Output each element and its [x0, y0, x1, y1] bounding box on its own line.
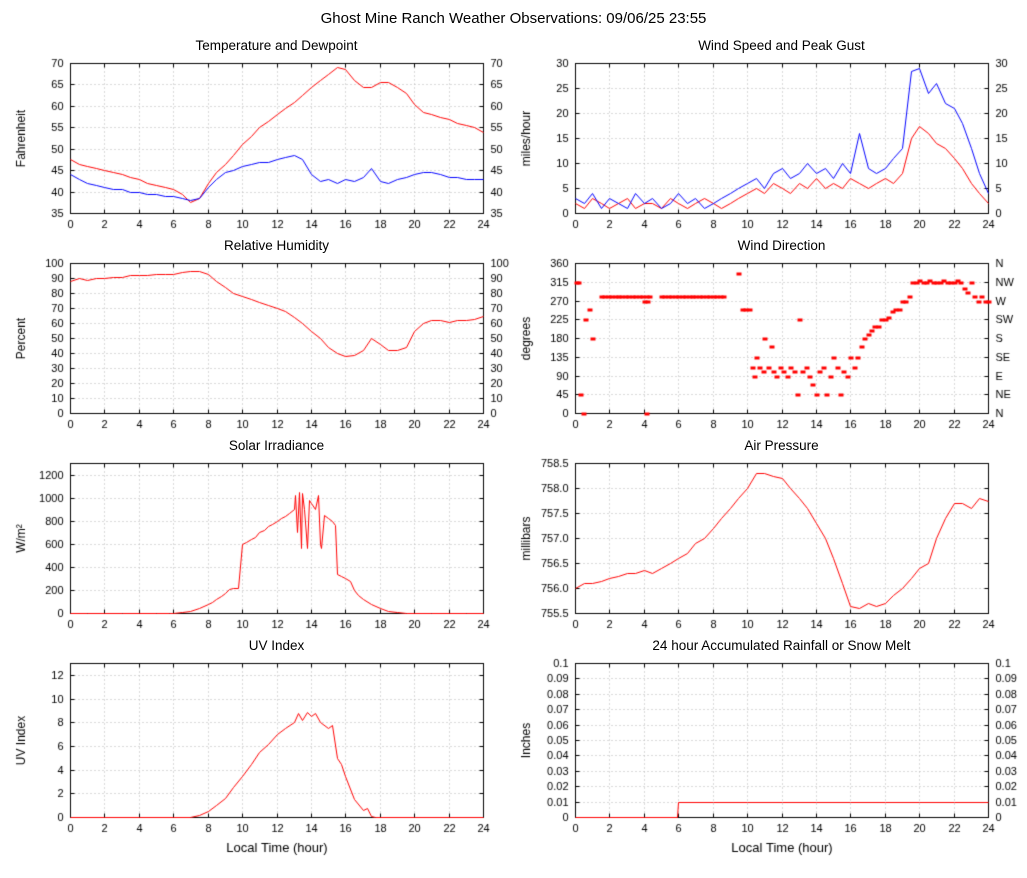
temperature-dewpoint-plot — [8, 57, 513, 235]
chart-solar-irradiance: Solar Irradiance — [8, 435, 513, 635]
chart-title-temperature-dewpoint: Temperature and Dewpoint — [195, 38, 358, 53]
air-pressure-plot — [513, 457, 1018, 635]
chart-title-wind-direction: Wind Direction — [737, 238, 826, 253]
chart-title-relative-humidity: Relative Humidity — [223, 238, 330, 253]
wind-direction-plot — [513, 257, 1018, 435]
chart-title-rainfall: 24 hour Accumulated Rainfall or Snow Mel… — [652, 638, 911, 653]
chart-air-pressure: Air Pressure — [513, 435, 1018, 635]
chart-wind-direction: Wind Direction — [513, 235, 1018, 435]
uv-index-plot — [8, 657, 513, 859]
chart-temperature-dewpoint: Temperature and Dewpoint — [8, 35, 513, 235]
chart-title-solar-irradiance: Solar Irradiance — [228, 438, 325, 453]
chart-title-wind-speed-gust: Wind Speed and Peak Gust — [698, 38, 865, 53]
solar-irradiance-plot — [8, 457, 513, 635]
rainfall-plot — [513, 657, 1018, 859]
chart-title-air-pressure: Air Pressure — [744, 438, 819, 453]
chart-relative-humidity: Relative Humidity — [8, 235, 513, 435]
page-title: Ghost Mine Ranch Weather Observations: 0… — [320, 10, 707, 27]
chart-rainfall: 24 hour Accumulated Rainfall or Snow Mel… — [513, 635, 1018, 859]
chart-uv-index: UV Index — [8, 635, 513, 859]
chart-title-uv-index: UV Index — [248, 638, 305, 653]
chart-wind-speed-gust: Wind Speed and Peak Gust — [513, 35, 1018, 235]
charts-grid: Temperature and Dewpoint Wind Speed and … — [8, 35, 1027, 859]
relative-humidity-plot — [8, 257, 513, 435]
wind-speed-gust-plot — [513, 57, 1018, 235]
